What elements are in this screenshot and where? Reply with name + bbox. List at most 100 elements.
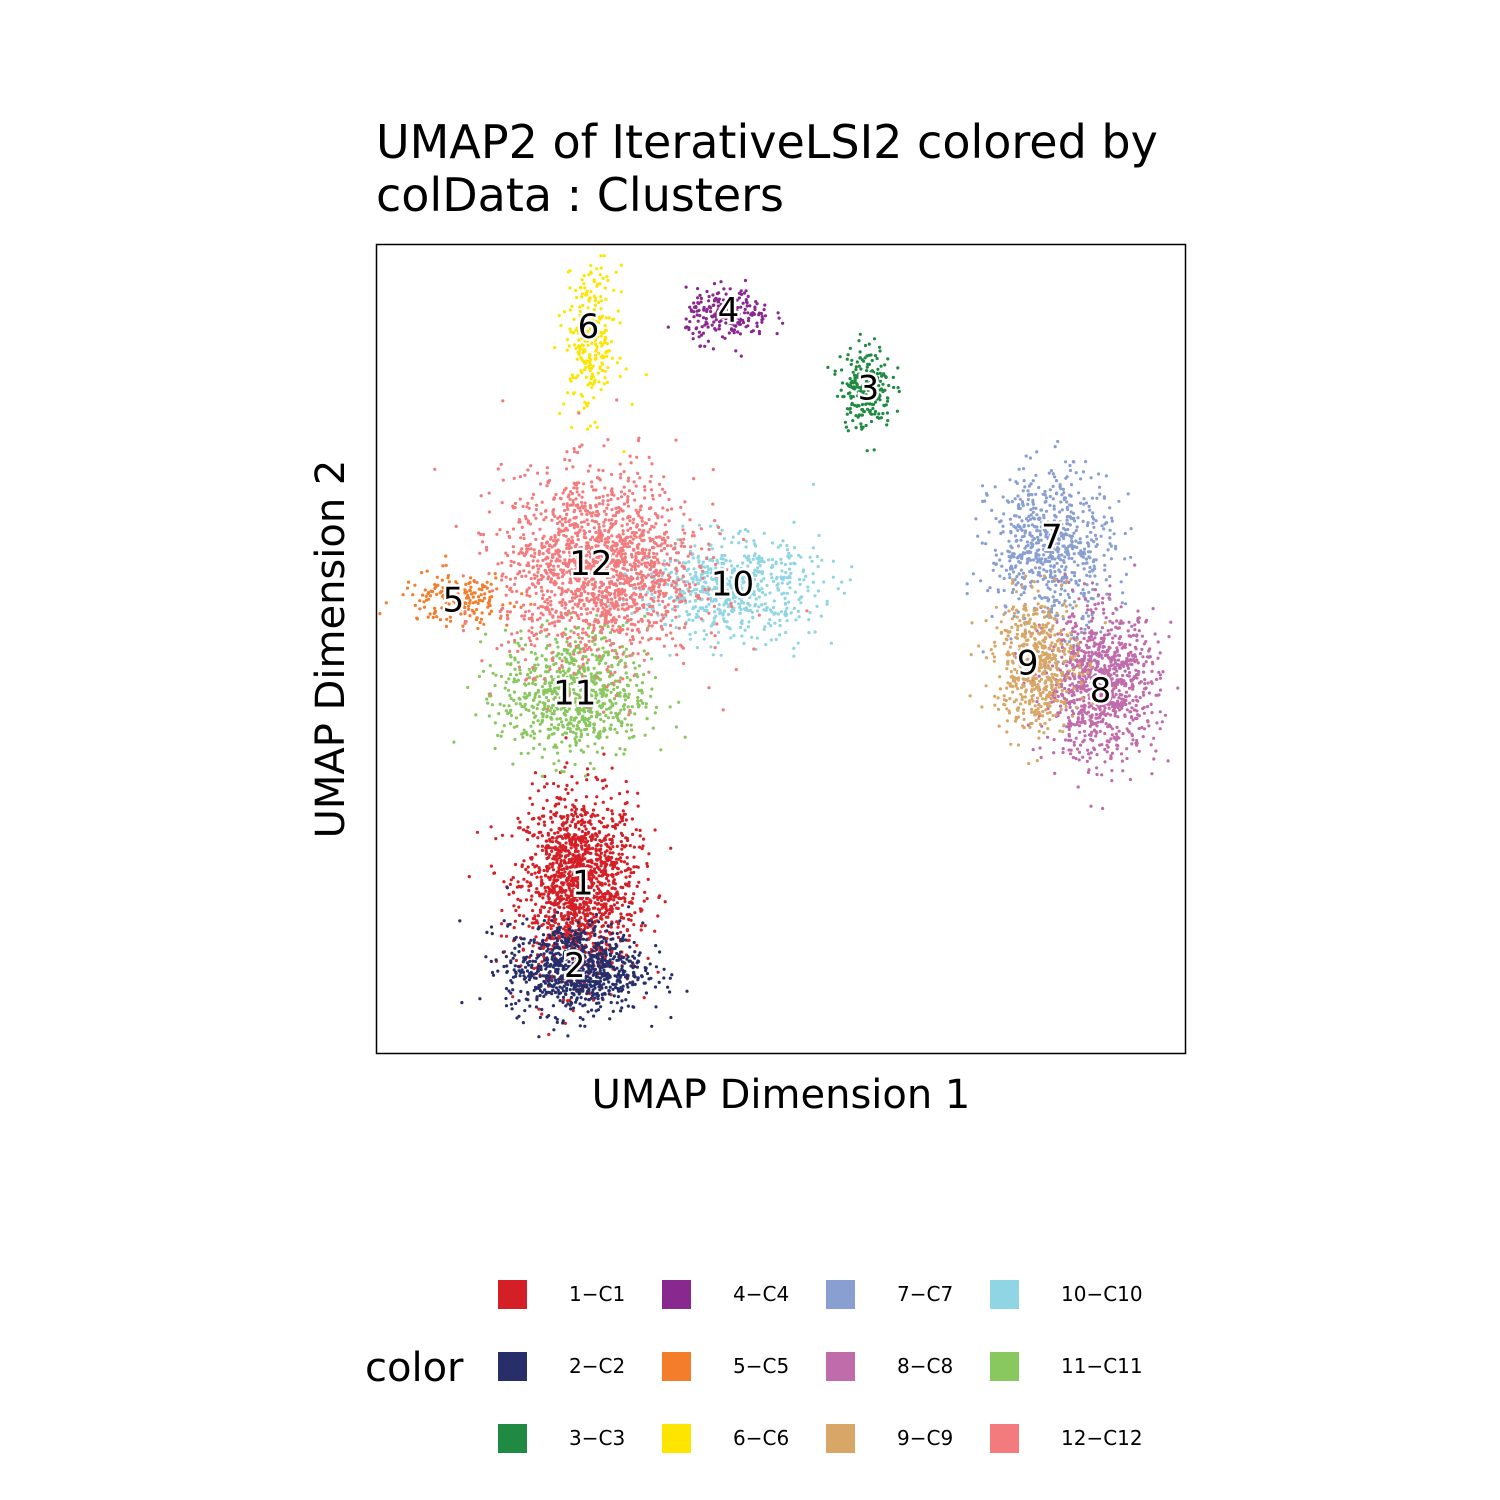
point xyxy=(618,374,622,379)
point xyxy=(571,884,575,888)
point xyxy=(1150,711,1154,715)
point xyxy=(746,324,750,328)
point xyxy=(1104,616,1108,620)
point xyxy=(590,336,595,340)
point xyxy=(531,959,535,963)
point xyxy=(850,358,854,362)
point xyxy=(1104,578,1108,582)
point xyxy=(1086,608,1090,612)
point xyxy=(575,967,579,971)
point xyxy=(1095,731,1099,735)
point xyxy=(578,905,582,909)
point xyxy=(545,949,549,953)
point xyxy=(589,290,593,294)
point xyxy=(1063,686,1067,691)
point xyxy=(886,396,890,400)
point xyxy=(877,412,881,416)
point xyxy=(579,813,583,817)
point xyxy=(500,922,504,926)
point xyxy=(521,960,525,964)
point xyxy=(1108,592,1112,597)
point xyxy=(695,313,699,317)
point xyxy=(1023,485,1027,489)
point xyxy=(692,315,696,319)
point xyxy=(553,910,557,914)
point xyxy=(1079,501,1083,505)
point xyxy=(584,974,588,978)
point xyxy=(589,312,594,316)
point xyxy=(1097,654,1102,658)
point xyxy=(707,294,711,299)
point xyxy=(440,606,444,610)
point xyxy=(560,816,564,820)
point xyxy=(706,339,711,343)
point xyxy=(540,960,544,964)
point xyxy=(1074,756,1078,761)
point xyxy=(602,825,606,829)
point xyxy=(1108,528,1112,532)
point xyxy=(602,978,607,982)
point xyxy=(1080,649,1084,653)
point xyxy=(632,865,636,869)
point xyxy=(1085,684,1089,688)
point xyxy=(1137,616,1141,620)
point xyxy=(1036,541,1041,545)
point xyxy=(1088,570,1092,574)
point xyxy=(1028,531,1032,535)
point xyxy=(582,908,587,912)
point xyxy=(606,891,610,895)
point xyxy=(1037,485,1041,490)
point xyxy=(552,854,556,858)
point xyxy=(739,317,743,321)
point xyxy=(582,954,587,958)
point xyxy=(595,877,599,881)
point xyxy=(1020,519,1024,523)
point xyxy=(433,606,437,610)
point xyxy=(628,945,632,949)
chart-title-line-1: UMAP2 of IterativeLSI2 colored by xyxy=(376,115,1158,169)
point xyxy=(1057,542,1061,546)
point xyxy=(1050,579,1054,584)
point xyxy=(567,833,571,837)
point xyxy=(1059,500,1063,504)
point xyxy=(627,934,632,938)
point xyxy=(580,829,585,834)
point xyxy=(669,1015,673,1020)
point xyxy=(1158,676,1162,680)
point xyxy=(531,944,535,948)
point xyxy=(442,596,446,600)
point xyxy=(1143,678,1147,682)
point xyxy=(508,882,512,887)
point xyxy=(545,1015,549,1019)
point xyxy=(616,925,620,929)
point xyxy=(526,870,530,874)
point xyxy=(593,996,597,1000)
point xyxy=(576,860,580,864)
point xyxy=(564,847,568,851)
point xyxy=(870,402,874,406)
point xyxy=(571,853,575,857)
point xyxy=(734,349,738,353)
point xyxy=(692,310,696,314)
point xyxy=(619,263,624,267)
point xyxy=(596,897,600,902)
point xyxy=(706,325,710,329)
point xyxy=(583,945,587,949)
point xyxy=(582,930,586,934)
point xyxy=(1114,732,1118,736)
point xyxy=(1061,487,1065,491)
point xyxy=(591,941,595,945)
point xyxy=(581,967,585,972)
point xyxy=(1125,656,1129,661)
point xyxy=(542,942,546,946)
point xyxy=(565,945,569,949)
point xyxy=(684,317,688,321)
point xyxy=(590,341,594,345)
point xyxy=(1107,645,1111,649)
point xyxy=(865,379,869,383)
point xyxy=(554,903,559,907)
point xyxy=(870,358,874,363)
point xyxy=(564,888,568,893)
point xyxy=(514,908,518,913)
point xyxy=(619,831,624,835)
